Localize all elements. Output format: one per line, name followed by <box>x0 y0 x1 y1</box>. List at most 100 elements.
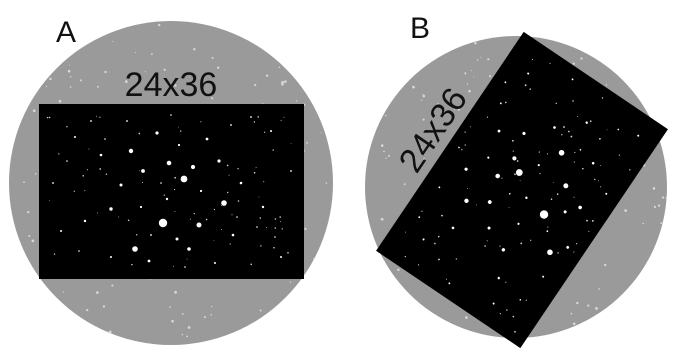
panel-b: 24x36 B <box>365 12 668 349</box>
cluster-star <box>126 120 128 122</box>
faint-star <box>174 176 177 179</box>
faint-star <box>180 130 182 132</box>
faint-star <box>226 164 229 167</box>
background-star <box>211 56 214 59</box>
cluster-star <box>180 175 188 183</box>
faint-star <box>255 167 257 168</box>
faint-star <box>46 116 49 119</box>
faint-star <box>516 160 519 162</box>
cluster-star <box>563 210 567 214</box>
faint-star <box>505 281 507 283</box>
cluster-star <box>160 182 162 184</box>
faint-star <box>530 239 532 241</box>
cluster-star <box>184 266 186 268</box>
faint-star <box>260 245 262 247</box>
background-star <box>187 326 191 329</box>
background-star <box>471 69 473 72</box>
faint-star <box>253 171 256 174</box>
background-star <box>464 72 467 75</box>
cluster-star <box>578 205 582 210</box>
faint-star <box>601 97 604 99</box>
background-star <box>397 268 400 272</box>
faint-star <box>280 119 282 121</box>
cluster-star <box>547 249 553 256</box>
faint-star <box>221 204 223 206</box>
cluster-star <box>558 149 565 156</box>
background-star <box>420 146 423 149</box>
faint-star <box>193 212 195 215</box>
background-star <box>489 75 492 78</box>
panel-b-letter: B <box>410 12 430 45</box>
faint-star <box>86 169 88 171</box>
cluster-star <box>90 120 92 122</box>
faint-star <box>519 180 521 182</box>
faint-star <box>598 180 599 182</box>
faint-star <box>228 174 230 176</box>
cluster-star <box>290 170 292 172</box>
faint-star <box>404 255 407 258</box>
background-star <box>420 99 423 101</box>
cluster-star <box>221 200 227 206</box>
background-star <box>67 69 71 73</box>
faint-star <box>486 240 488 242</box>
faint-star <box>53 253 56 255</box>
cluster-star <box>527 72 530 75</box>
background-star <box>69 76 72 78</box>
background-star <box>304 227 307 231</box>
faint-star <box>178 126 179 128</box>
faint-star <box>174 188 176 191</box>
faint-star <box>280 221 282 223</box>
faint-star <box>539 172 541 175</box>
faint-star <box>499 313 501 315</box>
faint-star <box>131 263 133 266</box>
faint-star <box>273 246 275 249</box>
faint-star <box>205 218 208 221</box>
faint-star <box>96 115 97 117</box>
cluster-star <box>110 256 112 258</box>
background-star <box>412 85 415 89</box>
faint-star <box>118 216 120 218</box>
faint-star <box>486 116 489 118</box>
faint-star <box>511 139 514 142</box>
cluster-star <box>239 181 243 185</box>
faint-star <box>589 120 592 123</box>
background-star <box>474 41 477 45</box>
faint-star <box>547 226 549 228</box>
cluster-star <box>501 248 506 252</box>
faint-star <box>274 218 277 220</box>
cluster-star <box>274 236 276 238</box>
faint-star <box>586 219 588 222</box>
cluster-star <box>187 247 191 251</box>
faint-star <box>445 278 447 280</box>
background-star <box>281 82 284 86</box>
background-star <box>605 84 608 86</box>
faint-star <box>629 169 631 171</box>
background-star <box>157 23 161 27</box>
background-star <box>576 301 579 305</box>
faint-star <box>231 214 233 216</box>
background-star <box>96 85 99 88</box>
faint-star <box>567 130 570 133</box>
background-star <box>289 281 292 283</box>
cluster-star <box>637 134 640 137</box>
cluster-star <box>563 183 569 189</box>
background-star <box>86 308 89 312</box>
faint-star <box>253 121 256 123</box>
cluster-star <box>508 193 511 195</box>
background-star <box>210 313 213 316</box>
faint-star <box>66 125 68 128</box>
cluster-star <box>166 160 172 166</box>
faint-star <box>283 116 285 118</box>
background-star <box>31 239 35 243</box>
faint-star <box>512 315 515 318</box>
cluster-star <box>170 114 172 116</box>
cluster-star <box>60 230 62 232</box>
faint-star <box>189 218 191 220</box>
background-star <box>186 335 189 338</box>
faint-star <box>49 200 50 202</box>
background-star <box>453 109 455 111</box>
background-star <box>45 85 48 88</box>
cluster-star <box>571 78 574 81</box>
faint-star <box>287 251 289 254</box>
background-star <box>380 217 384 221</box>
